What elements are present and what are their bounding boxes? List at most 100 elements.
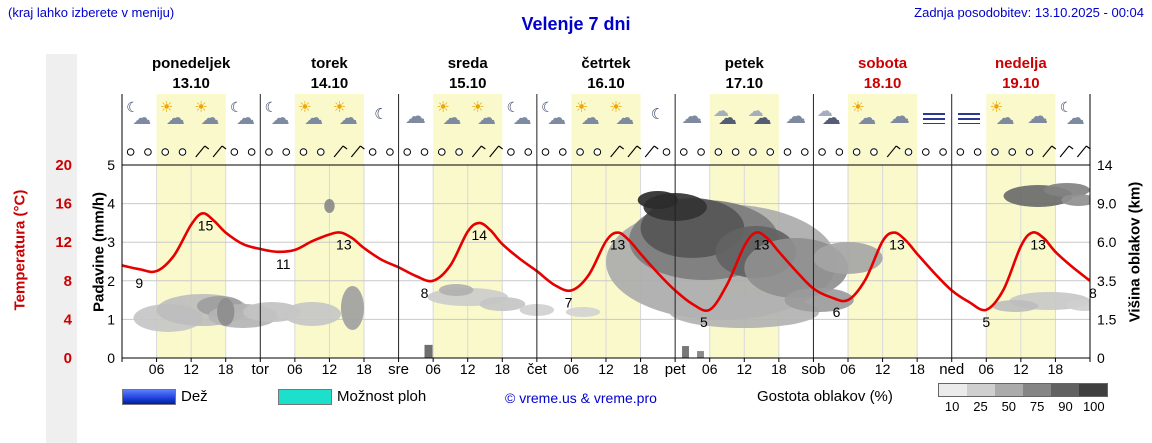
day-name: ponedeljek: [152, 55, 231, 72]
wind-barb-tick: [481, 145, 486, 150]
wind-barb-tick: [619, 145, 624, 150]
wind-barb-shaft: [627, 145, 638, 158]
cloud-blobs: [133, 183, 1090, 332]
day-abbrev-label: pet: [665, 361, 687, 378]
temp-tick-label: 12: [55, 234, 72, 251]
wind-calm-icon: [178, 148, 187, 156]
wind-calm-icon: [904, 148, 913, 156]
wind-calm-icon: [593, 148, 602, 156]
wind-calm-icon: [524, 148, 533, 156]
wind-calm-icon: [818, 148, 826, 156]
precip-tick-label: 5: [107, 157, 115, 173]
day-date: 16.10: [587, 75, 625, 92]
wind-calm-icon: [766, 148, 775, 156]
wind-barb-tick: [653, 145, 659, 150]
cloud-blob: [217, 298, 235, 326]
wind-barb-tick: [342, 145, 348, 150]
wind-barb-tick: [360, 145, 365, 150]
wind-calm-icon: [783, 148, 792, 156]
wind-calm-icon: [714, 148, 723, 156]
day-date: 19.10: [1002, 75, 1040, 92]
wind-calm-icon: [455, 148, 463, 156]
day-abbrev-label: čet: [527, 361, 548, 378]
temp-value-label: 13: [1030, 237, 1046, 253]
temp-value-label: 5: [700, 314, 708, 330]
wind-barb-icon: [644, 145, 659, 158]
wind-calm-icon: [921, 148, 930, 156]
wind-barb-tick: [1086, 145, 1091, 150]
cloud-blob: [438, 284, 474, 296]
menu-hint-link[interactable]: (kraj lahko izberete v meniju): [8, 5, 175, 20]
wind-calm-icon: [956, 148, 965, 156]
cloud-blob: [637, 191, 679, 209]
temp-tick-label: 4: [64, 311, 73, 328]
precip-bar: [682, 346, 689, 358]
temperature-line: [122, 211, 1090, 312]
time-tick-label: 12: [875, 361, 891, 377]
wind-calm-icon: [991, 148, 999, 156]
precip-bar: [697, 351, 704, 358]
temp-value-label: 5: [982, 314, 990, 330]
time-tick-label: 18: [909, 361, 925, 377]
cloud-density-step-label: 90: [1058, 399, 1073, 414]
wind-barb-icon: [333, 145, 348, 158]
temp-value-label: 13: [336, 237, 352, 253]
cloud-density-step-label: 75: [1029, 399, 1045, 414]
day-date: 14.10: [311, 75, 349, 92]
wind-barb-shaft: [350, 145, 361, 158]
time-tick-label: 12: [322, 361, 338, 377]
wind-calm-icon: [731, 148, 740, 156]
wind-barb-icon: [1059, 145, 1074, 158]
wind-calm-icon: [420, 148, 429, 156]
cloud-height-tick-label: 9.0: [1097, 196, 1117, 212]
wind-calm-icon: [852, 148, 861, 156]
wind-barb-tick: [636, 145, 642, 150]
temp-value-label: 13: [754, 237, 770, 253]
wind-calm-icon: [679, 148, 688, 156]
day-name: četrtek: [581, 55, 631, 72]
wind-calm-icon: [749, 148, 757, 156]
showers-legend-label: Možnost ploh: [337, 388, 427, 405]
cloud-blob: [324, 199, 335, 213]
time-tick-label: 18: [494, 361, 510, 377]
temp-tick-label: 8: [64, 273, 72, 290]
wind-barb-icon: [212, 145, 227, 158]
wind-barb-icon: [489, 145, 503, 158]
credit-link[interactable]: © vreme.us & vreme.pro: [505, 390, 657, 406]
cloud-blob: [479, 297, 526, 311]
temp-tick-label: 16: [55, 196, 72, 213]
wind-calm-icon: [230, 148, 239, 156]
wind-calm-icon: [247, 148, 256, 156]
cloud-height-tick-label: 6.0: [1097, 234, 1117, 250]
day-name: nedelja: [995, 55, 1047, 72]
wind-barb-shaft: [333, 145, 344, 158]
precip-tick-label: 1: [107, 311, 115, 327]
wind-barb-icon: [195, 145, 210, 158]
cloud-density-step-label: 50: [1001, 399, 1017, 414]
wind-barb-tick: [204, 145, 210, 150]
cloud-blob: [1066, 299, 1090, 311]
day-abbrev-label: sob: [801, 361, 825, 378]
time-tick-label: 06: [978, 361, 994, 377]
cloud-height-tick-label: 3.5: [1097, 273, 1117, 289]
day-date: 13.10: [172, 75, 210, 92]
time-tick-label: 06: [564, 361, 580, 377]
wind-barb-shaft: [489, 145, 500, 158]
time-tick-label: 12: [736, 361, 752, 377]
wind-calm-icon: [662, 148, 671, 156]
time-tick-label: 12: [598, 361, 614, 377]
temp-tick-label: 20: [55, 157, 72, 174]
wind-calm-icon: [800, 148, 809, 156]
temp-value-label: 13: [889, 237, 905, 253]
cloud-blob: [565, 307, 601, 317]
time-tick-label: 06: [287, 361, 303, 377]
cloud-blob: [1043, 183, 1090, 197]
wind-barb-icon: [1042, 145, 1057, 158]
time-tick-label: 18: [1048, 361, 1064, 377]
time-tick-label: 06: [702, 361, 718, 377]
day-date: 18.10: [864, 75, 902, 92]
time-tick-label: 06: [149, 361, 165, 377]
rain-legend-label: Dež: [181, 388, 208, 405]
